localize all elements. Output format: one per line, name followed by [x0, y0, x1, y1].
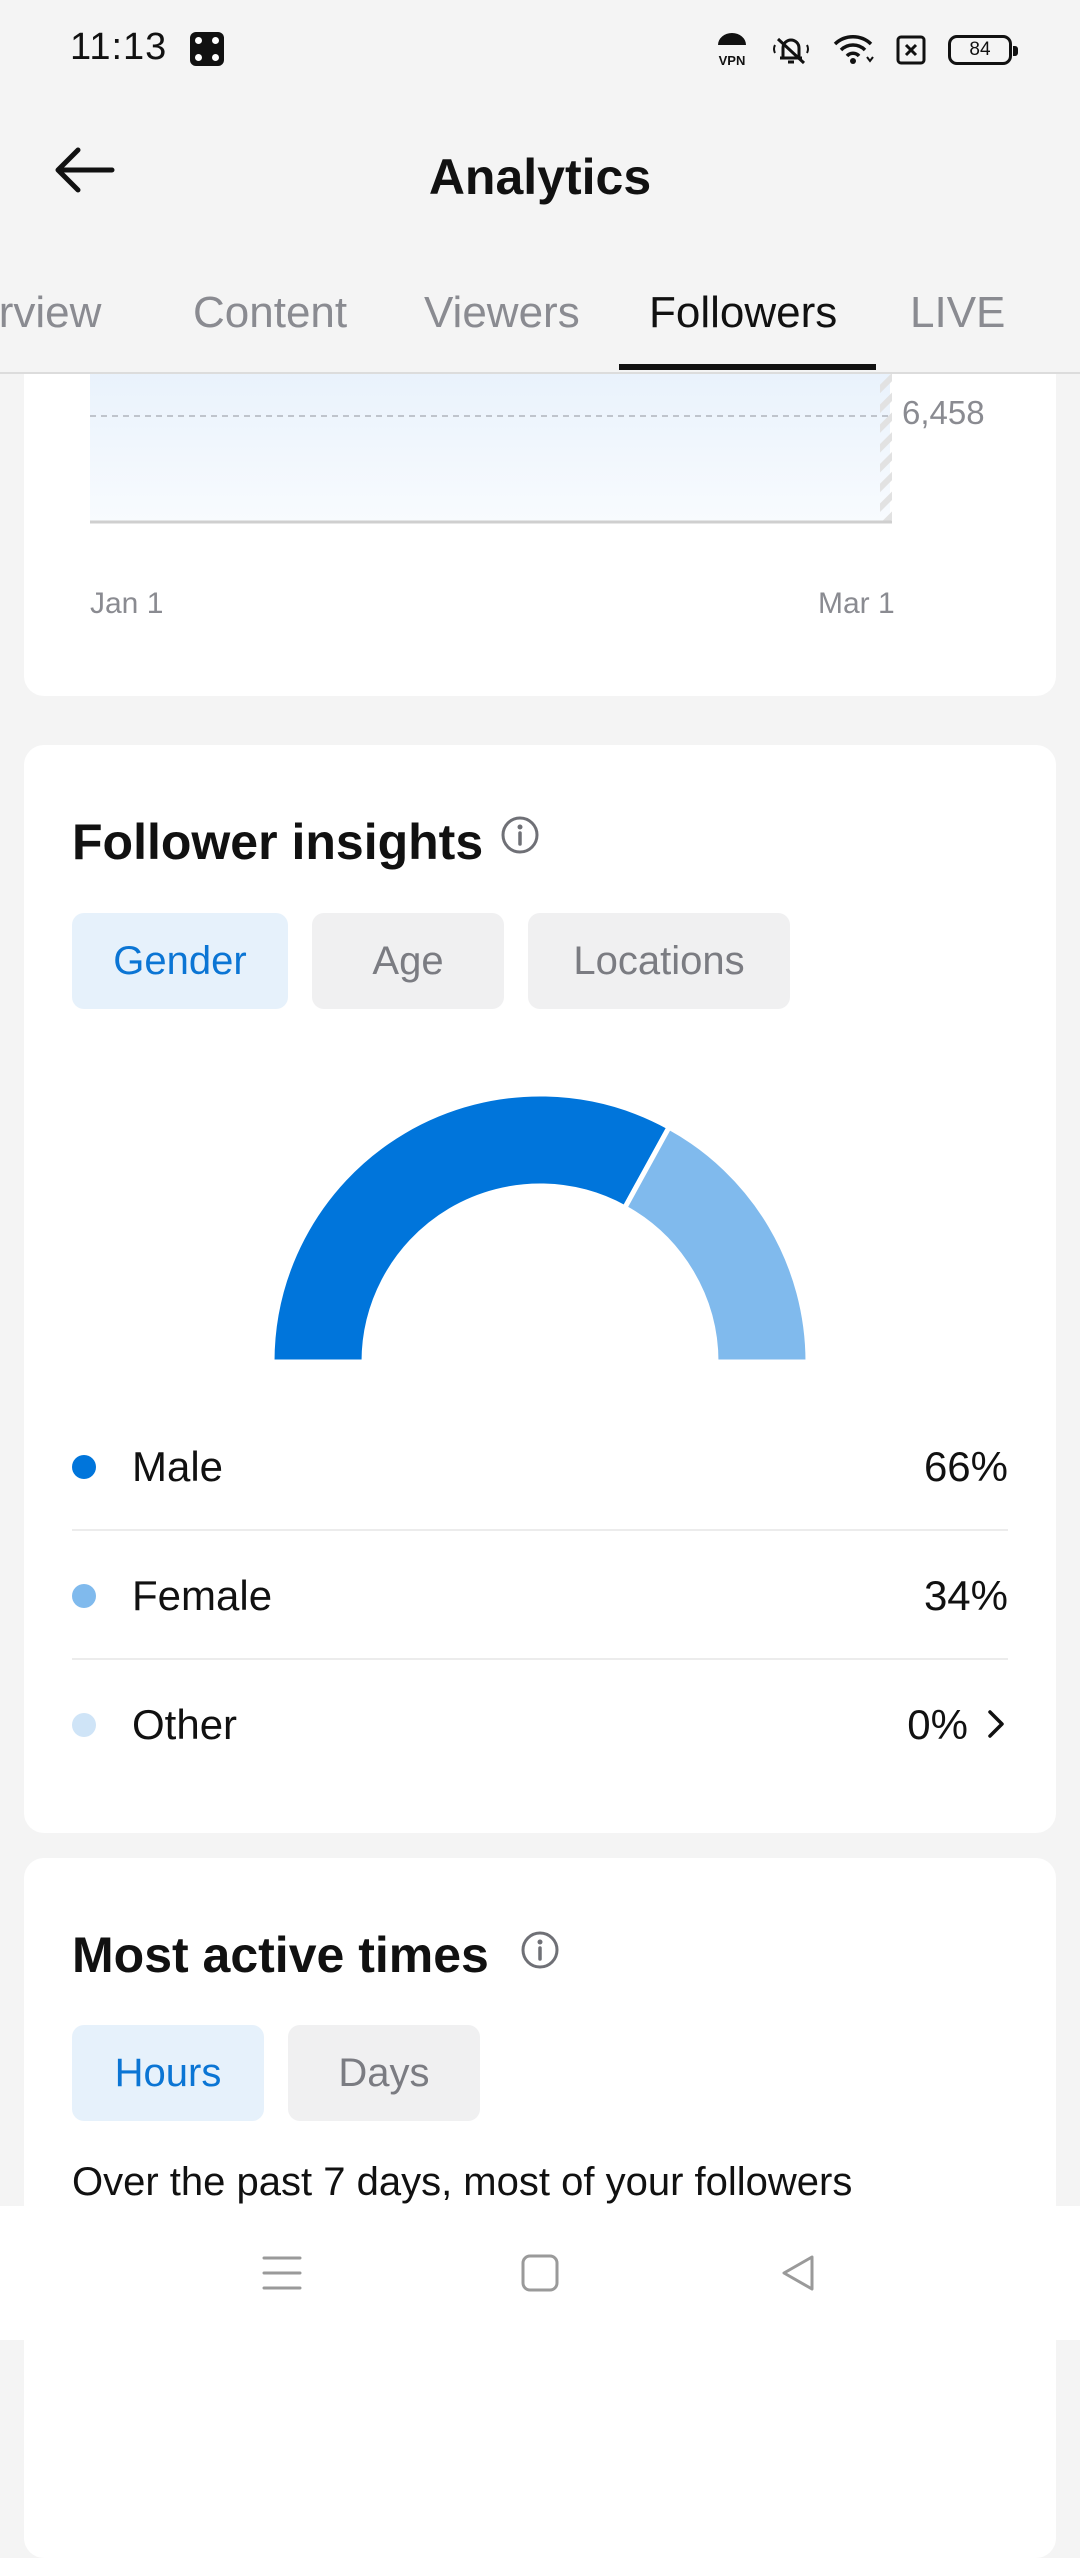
battery-level: 84	[969, 39, 991, 60]
sim-off-icon	[896, 35, 926, 65]
tab-bar: Overview Content Viewers Followers LIVE	[0, 250, 1080, 374]
tab-viewers[interactable]: Viewers	[424, 288, 580, 337]
legend-dot-other	[72, 1712, 96, 1737]
tab-followers[interactable]: Followers	[649, 288, 838, 337]
vpn-icon: VPN	[718, 33, 746, 68]
followers-chart	[90, 372, 892, 524]
status-icons: VPN 84	[714, 26, 1018, 74]
status-time: 11:13	[70, 26, 168, 68]
muted-bell-icon	[773, 37, 809, 65]
divider	[72, 1529, 1008, 1531]
filter-age[interactable]: Age	[312, 913, 504, 1009]
legend-value: 0%	[907, 1700, 968, 1748]
svg-text:VPN: VPN	[719, 53, 746, 68]
legend-label: Female	[132, 1571, 273, 1619]
tab-indicator	[619, 364, 876, 370]
arrow-left-icon	[55, 147, 115, 193]
battery-icon: 84	[948, 35, 1018, 65]
legend-value: 34%	[923, 1571, 1008, 1619]
legend-value: 66%	[923, 1442, 1008, 1490]
chart-area	[90, 372, 890, 522]
back-nav-button[interactable]	[763, 2238, 833, 2308]
info-icon[interactable]	[500, 815, 540, 855]
legend-row-other[interactable]: Other 0%	[72, 1660, 1008, 1789]
filter-days[interactable]: Days	[288, 2025, 480, 2121]
legend-label: Other	[132, 1700, 238, 1748]
chart-hatch	[880, 372, 892, 522]
tab-live[interactable]: LIVE	[910, 288, 1006, 337]
active-times-title: Most active times	[72, 1927, 489, 1983]
filter-hours[interactable]: Hours	[72, 2025, 264, 2121]
legend-label: Male	[132, 1442, 224, 1490]
status-bar: 11:13 VPN 84	[0, 0, 1080, 100]
system-nav-bar	[0, 2206, 1080, 2340]
dice-icon	[190, 32, 224, 66]
wifi-icon	[833, 35, 874, 64]
back-button[interactable]	[44, 130, 124, 210]
chevron-right-icon	[988, 1710, 1004, 1738]
filter-locations[interactable]: Locations	[528, 913, 790, 1009]
legend-dot-female	[72, 1583, 96, 1608]
menu-icon	[262, 2256, 302, 2290]
donut-slice-female	[621, 1123, 811, 1365]
active-times-description: Over the past 7 days, most of your follo…	[72, 2160, 853, 2204]
divider	[72, 1658, 1008, 1660]
tab-overview[interactable]: Overview	[0, 288, 102, 337]
back-triangle-icon	[782, 2255, 814, 2291]
followers-chart-card: 6,458 Jan 1 Mar 1	[24, 330, 1056, 696]
follower-insights-card: Follower insights Gender Age Locations M…	[24, 745, 1056, 1833]
insights-title: Follower insights	[72, 814, 484, 870]
filter-gender[interactable]: Gender	[72, 913, 288, 1009]
home-square-icon	[521, 2254, 559, 2292]
legend-dot-male	[72, 1454, 96, 1479]
gender-semi-donut-chart	[269, 1091, 811, 1365]
page-title: Analytics	[428, 149, 652, 205]
header: Analytics	[0, 100, 1080, 250]
tab-content[interactable]: Content	[193, 288, 348, 337]
chart-x-end-label: Mar 1	[818, 587, 895, 620]
donut-slice-male	[269, 1091, 673, 1365]
recent-apps-button[interactable]	[247, 2238, 317, 2308]
legend-row-female: Female 34%	[72, 1531, 1008, 1660]
chart-value-label: 6,458	[902, 394, 985, 431]
home-button[interactable]	[505, 2238, 575, 2308]
info-icon[interactable]	[520, 1930, 560, 1970]
legend-row-male: Male 66%	[72, 1402, 1008, 1531]
chart-x-start-label: Jan 1	[90, 587, 164, 620]
